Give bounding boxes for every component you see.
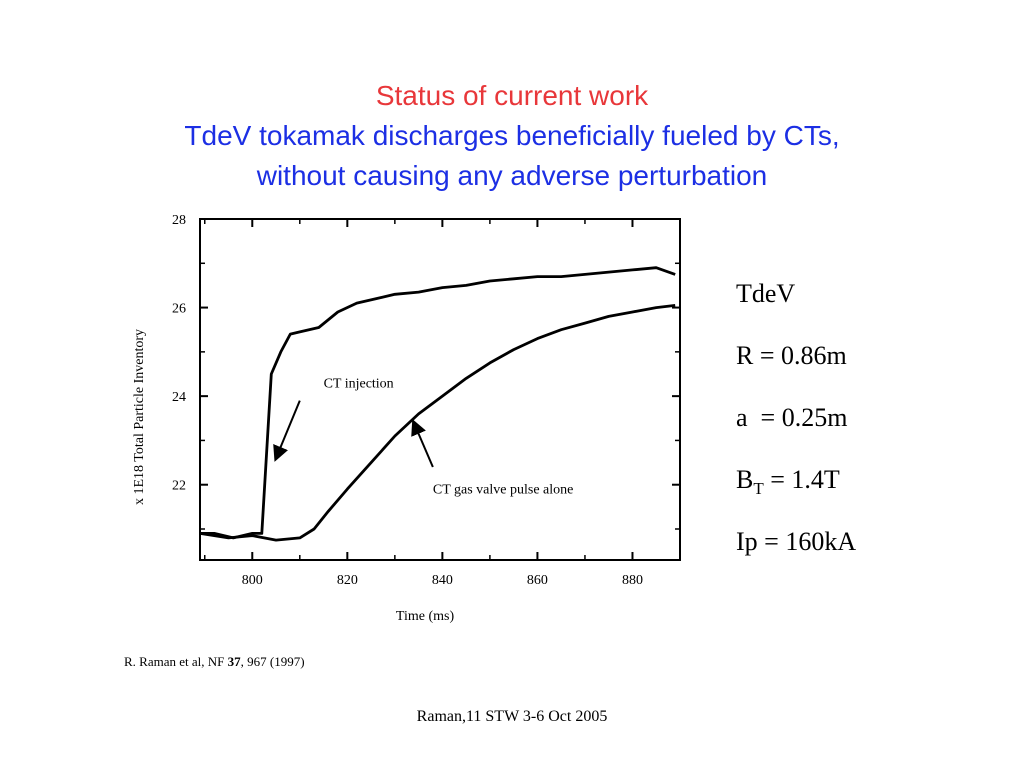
x-tick-label-800: 800 — [242, 573, 263, 588]
annotations: CT injection CT gas valve pulse alone — [273, 376, 574, 498]
series-lines — [199, 266, 676, 542]
citation: R. Raman et al, NF 37, 967 (1997) — [124, 654, 305, 669]
slide-subtitle-line2: without causing any adverse perturbation — [256, 160, 768, 191]
annotation-label-1: CT injection — [324, 376, 394, 391]
device-parameters: TdeV R = 0.86m a = 0.25m BT = 1.4T Ip = … — [736, 274, 856, 584]
plot-frame — [199, 218, 681, 561]
x-axis-label: Time (ms) — [396, 609, 455, 624]
citation-suffix: , 967 (1997) — [241, 654, 305, 669]
citation-volume: 37 — [228, 654, 242, 669]
citation-prefix: R. Raman et al, NF — [124, 654, 228, 669]
x-tick-label-880: 880 — [622, 573, 643, 588]
x-tick-label-860: 860 — [527, 573, 548, 588]
series-line-1 — [200, 266, 676, 540]
y-tick-label-24: 24 — [172, 390, 186, 405]
field-symbol: B — [736, 465, 754, 494]
particle-inventory-chart: 800 820 840 860 880 22 24 26 28 CT injection CT g… — [124, 213, 681, 669]
y-axis-label: x 1E18 Total Particle Inventory — [132, 329, 147, 505]
param-plasma-current: Ip = 160kA — [736, 527, 857, 556]
axis-ticks — [200, 218, 681, 560]
param-major-radius: R = 0.86m — [736, 341, 847, 370]
slide-subtitle-line1: TdeV tokamak discharges beneficially fue… — [184, 120, 840, 151]
param-minor-radius: a = 0.25m — [736, 403, 848, 432]
slide-footer: Raman,11 STW 3-6 Oct 2005 — [416, 708, 608, 725]
slide-title: Status of current work — [375, 80, 649, 111]
annotation-arrow-1 — [273, 400, 301, 462]
param-toroidal-field: BT = 1.4T — [736, 460, 856, 522]
x-tick-label-840: 840 — [432, 573, 453, 588]
slide-title-block: Status of current work TdeV tokamak disc… — [0, 76, 1024, 196]
annotation-label-2: CT gas valve pulse alone — [433, 483, 574, 498]
field-subscript: T — [753, 479, 764, 498]
annotation-arrow-2 — [411, 419, 434, 468]
x-tick-label-820: 820 — [337, 573, 358, 588]
y-tick-label-26: 26 — [172, 302, 186, 317]
param-device: TdeV — [736, 279, 796, 308]
tick-labels: 800 820 840 860 880 22 24 26 28 — [172, 213, 643, 588]
field-value: = 1.4T — [763, 465, 840, 494]
y-tick-label-22: 22 — [172, 479, 186, 494]
series-line-2 — [199, 304, 676, 542]
y-tick-label-28: 28 — [172, 213, 186, 228]
